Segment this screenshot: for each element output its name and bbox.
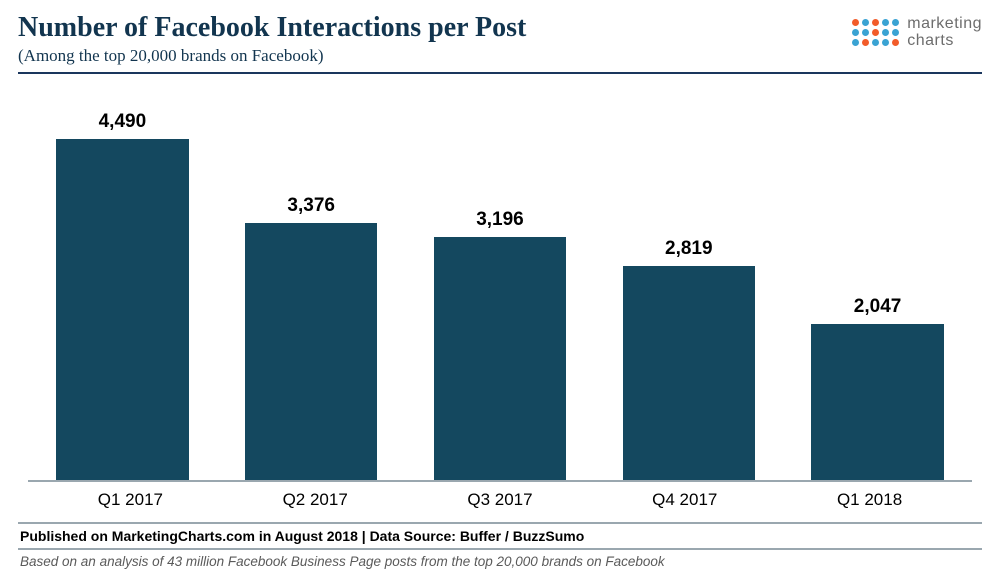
logo-dot	[892, 29, 899, 36]
logo-dot	[872, 29, 879, 36]
header: Number of Facebook Interactions per Post…	[18, 12, 982, 74]
bar	[434, 237, 567, 480]
logo-dot	[872, 39, 879, 46]
brand-logo: marketing charts	[852, 16, 982, 50]
logo-dot	[852, 29, 859, 36]
title-block: Number of Facebook Interactions per Post…	[18, 12, 852, 66]
logo-text-line1: marketing	[907, 16, 982, 33]
logo-text: marketing charts	[907, 16, 982, 50]
logo-dot	[892, 19, 899, 26]
footer-note: Based on an analysis of 43 million Faceb…	[18, 550, 982, 569]
logo-dot	[862, 29, 869, 36]
chart-area: 4,490 3,376 3,196 2,819 2,047 Q1 2017 Q2 2017…	[18, 82, 982, 510]
x-axis-label: Q2 2017	[232, 490, 398, 510]
bar-group: 4,490	[37, 111, 207, 480]
footer-source: Published on MarketingCharts.com in Augu…	[18, 522, 982, 550]
bar-group: 2,819	[604, 238, 774, 480]
bar	[56, 139, 189, 480]
chart-title: Number of Facebook Interactions per Post	[18, 12, 852, 44]
logo-dot	[852, 19, 859, 26]
logo-dot	[852, 39, 859, 46]
chart-subtitle: (Among the top 20,000 brands on Facebook…	[18, 46, 852, 66]
x-axis-label: Q4 2017	[602, 490, 768, 510]
bars-region: 4,490 3,376 3,196 2,819 2,047	[28, 102, 972, 482]
x-axis-label: Q1 2017	[47, 490, 213, 510]
footer: Published on MarketingCharts.com in Augu…	[18, 522, 982, 569]
bar-value-label: 2,819	[665, 238, 713, 260]
logo-dot	[892, 39, 899, 46]
bar	[811, 324, 944, 480]
logo-dot	[882, 29, 889, 36]
logo-dot	[862, 39, 869, 46]
bar-group: 3,196	[415, 209, 585, 480]
x-axis-label: Q1 2018	[786, 490, 952, 510]
logo-text-line2: charts	[907, 33, 982, 50]
bar-value-label: 3,196	[476, 209, 524, 231]
bar-value-label: 2,047	[854, 296, 902, 318]
x-axis-labels: Q1 2017 Q2 2017 Q3 2017 Q4 2017 Q1 2018	[28, 490, 972, 510]
bar	[623, 266, 756, 480]
x-axis-label: Q3 2017	[417, 490, 583, 510]
bar-value-label: 4,490	[99, 111, 147, 133]
logo-dot	[882, 19, 889, 26]
bar-value-label: 3,376	[287, 195, 335, 217]
logo-dot	[882, 39, 889, 46]
bar-group: 2,047	[793, 296, 963, 480]
chart-container: Number of Facebook Interactions per Post…	[0, 0, 1000, 555]
bar-group: 3,376	[226, 195, 396, 480]
bar	[245, 223, 378, 480]
logo-dots-icon	[852, 19, 899, 46]
logo-dot	[872, 19, 879, 26]
logo-dot	[862, 19, 869, 26]
